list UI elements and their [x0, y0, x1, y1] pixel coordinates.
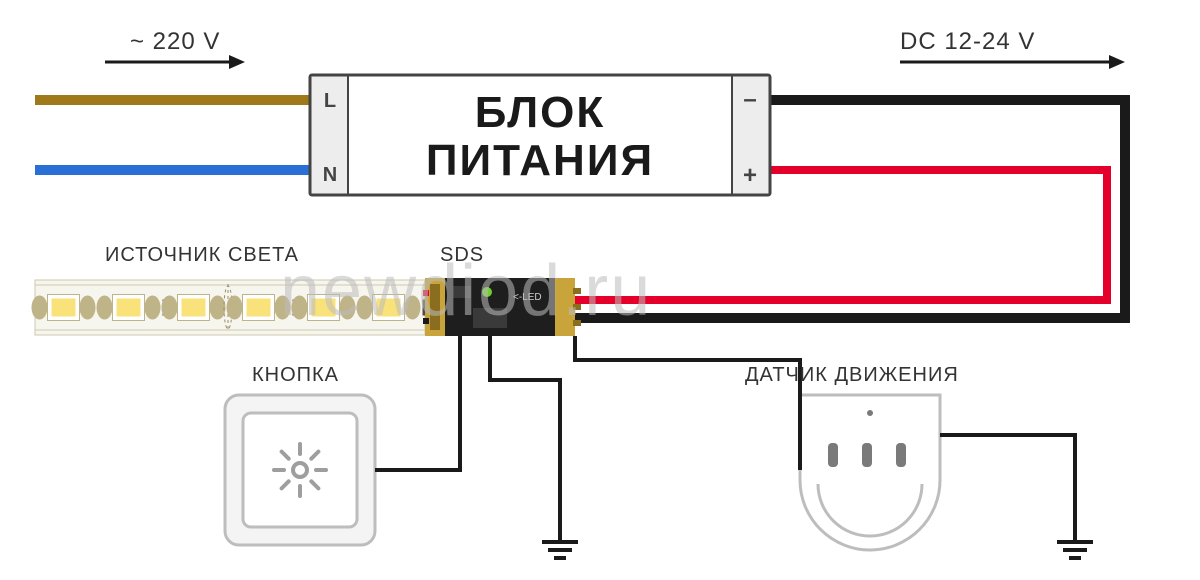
- svg-text:N: N: [323, 164, 337, 186]
- motion-sensor-label: ДАТЧИК ДВИЖЕНИЯ: [745, 364, 959, 387]
- svg-text:<-LED: <-LED: [513, 292, 542, 303]
- button-label: КНОПКА: [252, 364, 339, 387]
- svg-text:ПИТАНИЯ: ПИТАНИЯ: [426, 136, 654, 185]
- svg-text:–: –: [743, 86, 756, 113]
- svg-text:+: +: [743, 162, 757, 189]
- led-source-label: ИСТОЧНИК СВЕТА: [105, 244, 299, 267]
- output-voltage-label: DC 12-24 V: [900, 28, 1035, 56]
- wiring-diagram: L N – + БЛОКПИТАНИЯ <-LED: [0, 0, 1200, 580]
- svg-text:БЛОК: БЛОК: [475, 88, 605, 137]
- input-voltage-label: ~ 220 V: [130, 28, 220, 56]
- svg-text:L: L: [324, 90, 336, 112]
- sds-label: SDS: [440, 244, 484, 267]
